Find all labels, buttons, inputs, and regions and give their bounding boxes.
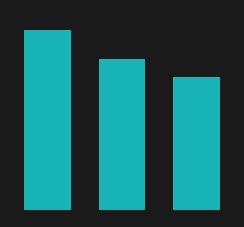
Text: 67%: 67% bbox=[179, 61, 214, 76]
Text: 91%: 91% bbox=[30, 13, 65, 28]
Bar bbox=[24, 30, 71, 210]
Bar bbox=[173, 78, 220, 210]
Text: 76%: 76% bbox=[104, 43, 140, 58]
Bar bbox=[99, 60, 145, 210]
